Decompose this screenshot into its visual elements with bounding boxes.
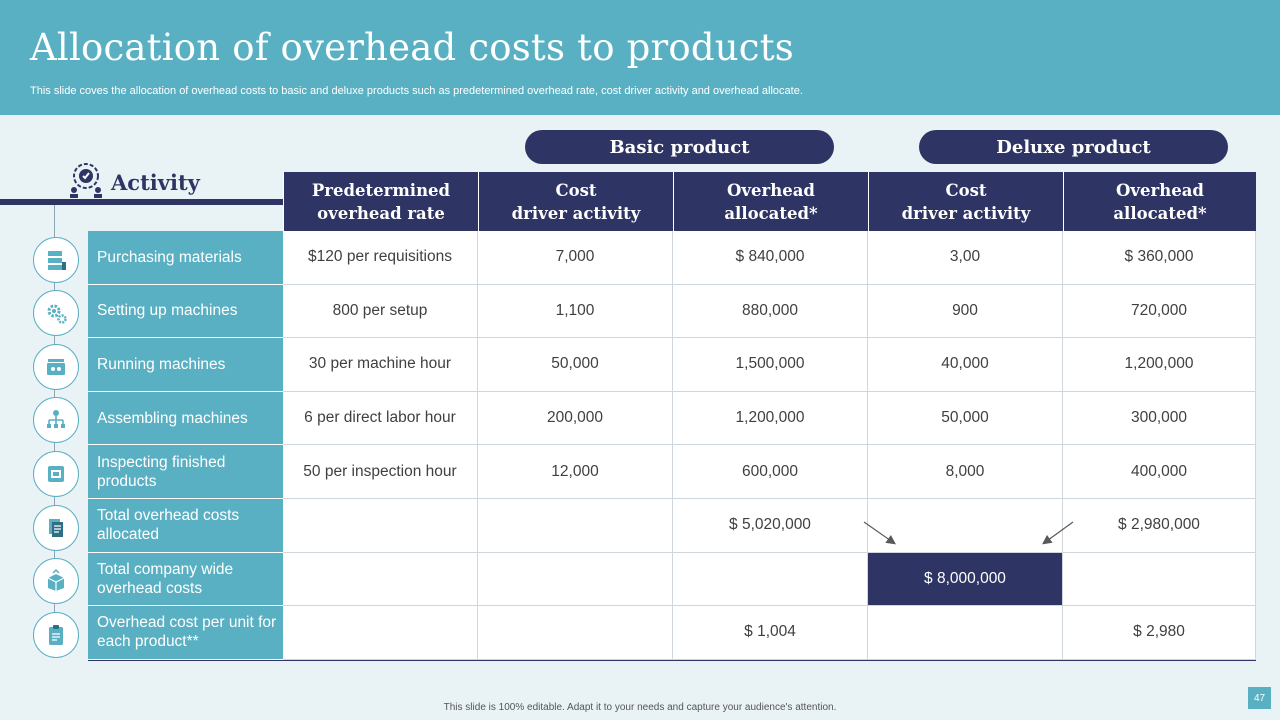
table-cell: $ 1,004 xyxy=(673,606,868,660)
table-cell xyxy=(1063,552,1256,607)
table-cell xyxy=(283,499,478,553)
page-number: 47 xyxy=(1248,687,1271,709)
activity-divider xyxy=(0,199,283,205)
table-cell xyxy=(868,606,1063,660)
table-cell xyxy=(478,552,673,607)
table-cell: 8,000 xyxy=(868,445,1063,499)
table-cell: 400,000 xyxy=(1063,445,1256,499)
page-subtitle: This slide coves the allocation of overh… xyxy=(30,85,803,97)
table-cell: 1,500,000 xyxy=(673,338,868,392)
machine-icon xyxy=(33,344,79,390)
header-basic-overhead-allocated: Overhead allocated* xyxy=(673,172,868,231)
row-label: Setting up machines xyxy=(88,284,283,339)
table-bottom-border xyxy=(88,659,1256,661)
table-cell: 200,000 xyxy=(478,391,673,446)
table-cell: $ 840,000 xyxy=(673,231,868,285)
table-cell: 880,000 xyxy=(673,284,868,339)
table-cell: 1,100 xyxy=(478,284,673,339)
table-cell xyxy=(478,499,673,553)
table-cell: 12,000 xyxy=(478,445,673,499)
table-cell xyxy=(283,606,478,660)
table-cell: 30 per machine hour xyxy=(283,338,478,392)
header-deluxe-overhead-allocated: Overhead allocated* xyxy=(1063,172,1256,231)
table-cell: 1,200,000 xyxy=(1063,338,1256,392)
table-cell: 720,000 xyxy=(1063,284,1256,339)
table-cell: $ 5,020,000 xyxy=(673,499,868,553)
table-cell: 50,000 xyxy=(478,338,673,392)
table-cell xyxy=(478,606,673,660)
table-cell: 900 xyxy=(868,284,1063,339)
clipboard-icon xyxy=(33,612,79,658)
table-cell: 40,000 xyxy=(868,338,1063,392)
footer-note: This slide is 100% editable. Adapt it to… xyxy=(443,702,837,713)
table-cell: 50,000 xyxy=(868,391,1063,446)
table-cell xyxy=(673,552,868,607)
table-cell: 3,00 xyxy=(868,231,1063,285)
table-cell: 6 per direct labor hour xyxy=(283,391,478,446)
header-deluxe-cost-driver: Cost driver activity xyxy=(868,172,1063,231)
table-cell xyxy=(283,552,478,607)
deluxe-product-label: Deluxe product xyxy=(919,130,1228,164)
hierarchy-icon xyxy=(33,397,79,443)
table-cell: $ 360,000 xyxy=(1063,231,1256,285)
table-cell xyxy=(868,499,1063,553)
header-predetermined-rate: Predetermined overhead rate xyxy=(283,172,478,231)
table-cell: 1,200,000 xyxy=(673,391,868,446)
table-cell: 600,000 xyxy=(673,445,868,499)
row-label: Inspecting finished products xyxy=(88,445,283,499)
gears-icon xyxy=(33,290,79,336)
activity-gear-icon xyxy=(70,163,102,198)
activity-label: Activity xyxy=(111,170,200,195)
row-label: Running machines xyxy=(88,338,283,392)
table-cell: $ 2,980 xyxy=(1063,606,1256,660)
table-cell: 7,000 xyxy=(478,231,673,285)
table-cell: 800 per setup xyxy=(283,284,478,339)
page-title: Allocation of overhead costs to products xyxy=(30,26,794,69)
row-label: Purchasing materials xyxy=(88,231,283,285)
basic-product-label: Basic product xyxy=(525,130,834,164)
row-label: Total overhead costs allocated xyxy=(88,499,283,553)
inspection-icon xyxy=(33,451,79,497)
table-cell: $ 2,980,000 xyxy=(1063,499,1256,553)
row-label: Assembling machines xyxy=(88,391,283,446)
table-cell: $ 8,000,000 xyxy=(868,552,1063,607)
row-label: Total company wide overhead costs xyxy=(88,552,283,607)
table-cell: $120 per requisitions xyxy=(283,231,478,285)
table-cell: 50 per inspection hour xyxy=(283,445,478,499)
header-basic-cost-driver: Cost driver activity xyxy=(478,172,673,231)
document-icon xyxy=(33,505,79,551)
box-icon xyxy=(33,558,79,604)
title-banner xyxy=(0,0,1280,115)
table-cell: 300,000 xyxy=(1063,391,1256,446)
materials-icon xyxy=(33,237,79,283)
row-label: Overhead cost per unit for each product*… xyxy=(88,606,283,660)
